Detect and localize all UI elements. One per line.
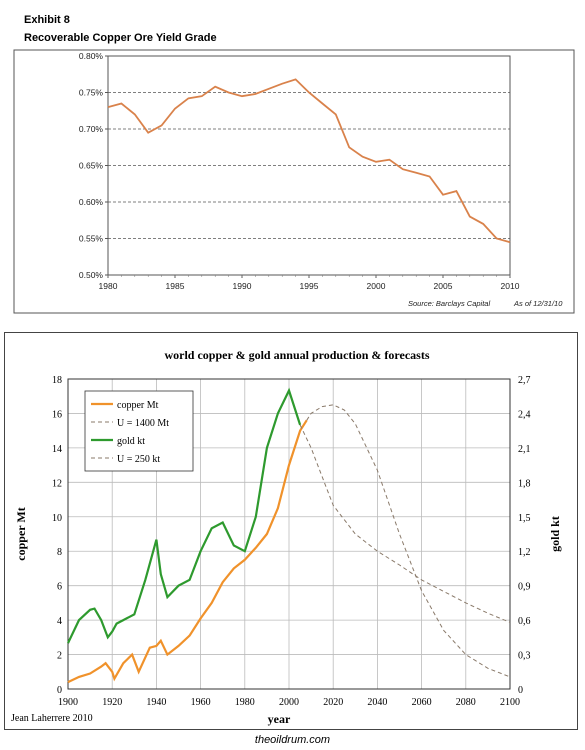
y2-axis-label: gold kt [548, 516, 562, 552]
y2-tick-label: 0,3 [518, 651, 531, 662]
copper-gold-production-panel: world copper & gold annual production & … [4, 332, 578, 730]
exhibit-8-panel: Exhibit 8 Recoverable Copper Ore Yield G… [4, 4, 578, 316]
series-line-2 [67, 387, 302, 644]
series-line-0 [67, 419, 308, 684]
legend-label-0: copper Mt [117, 400, 159, 411]
y-tick-label: 8 [57, 547, 62, 558]
copper-ore-grade-chart: 0.50% 0.55% 0.60% 0.65% 0.70% 0.75% 0.80% 1980 1… [13, 49, 575, 314]
x-tick-label: 2000 [367, 281, 386, 291]
x-tick-label: 1995 [300, 281, 319, 291]
chart-title: world copper & gold annual production & … [164, 348, 429, 362]
y-tick-label: 16 [52, 409, 62, 420]
x-tick-label: 1980 [99, 281, 118, 291]
y-tick-label: 0.60% [79, 197, 104, 207]
y-tick-label: 12 [52, 478, 62, 489]
y2-tick-label: 0,6 [518, 616, 531, 627]
x-axis-label: year [268, 712, 291, 726]
x-tick-label: 2020 [323, 697, 343, 708]
series-line-1 [306, 404, 511, 678]
y2-tick-label: 2,7 [518, 375, 531, 386]
y2-tick-label: 1,2 [518, 547, 531, 558]
y-tick-label: 0.70% [79, 124, 104, 134]
y2-tick-label: 2,1 [518, 444, 531, 455]
x-tick-label: 1940 [146, 697, 166, 708]
y-tick-label: 0.55% [79, 234, 104, 244]
y2-tick-label: 0 [518, 685, 523, 696]
author-credit: Jean Laherrere 2010 [11, 713, 93, 724]
x-tick-label: 1900 [58, 697, 78, 708]
legend-label-3: U = 250 kt [117, 454, 160, 465]
source-note: Source: Barclays Capital [408, 299, 490, 308]
y-tick-label: 10 [52, 513, 62, 524]
y-tick-label: 6 [57, 582, 62, 593]
x-tick-label: 1990 [233, 281, 252, 291]
y2-tick-label: 1,5 [518, 513, 531, 524]
y2-tick-label: 2,4 [518, 409, 531, 420]
legend-label-2: gold kt [117, 436, 145, 447]
x-tick-label: 1985 [166, 281, 185, 291]
copper-gold-production-chart: world copper & gold annual production & … [11, 348, 562, 726]
plot-area [67, 378, 511, 690]
x-tick-label: 1960 [191, 697, 211, 708]
y-tick-label: 0 [57, 685, 62, 696]
y-tick-label: 18 [52, 375, 62, 386]
ore-grade-line [107, 78, 511, 244]
x-tick-label: 2100 [500, 697, 520, 708]
x-tick-label: 2000 [279, 697, 299, 708]
series-line-3 [299, 424, 511, 623]
y-tick-label: 0.75% [79, 88, 104, 98]
site-credit: theoildrum.com [254, 734, 331, 746]
panel-border [13, 49, 575, 314]
y-tick-label: 0.80% [79, 51, 104, 61]
y-tick-label: 4 [57, 616, 62, 627]
x-tick-label: 1920 [102, 697, 122, 708]
legend-label-1: U = 1400 Mt [117, 418, 169, 429]
x-tick-label: 2060 [412, 697, 432, 708]
exhibit-number: Exhibit 8 [24, 14, 70, 26]
x-tick-label: 2080 [456, 697, 476, 708]
y-tick-label: 0.50% [79, 270, 104, 280]
y-tick-label: 0.65% [79, 161, 104, 171]
x-tick-label: 2040 [367, 697, 387, 708]
x-tick-label: 2010 [501, 281, 520, 291]
y-tick-label: 2 [57, 651, 62, 662]
x-tick-label: 1980 [235, 697, 255, 708]
as-of-note: As of 12/31/10 [513, 299, 563, 308]
y2-tick-label: 1,8 [518, 478, 531, 489]
chart-title: Recoverable Copper Ore Yield Grade [24, 32, 217, 44]
y-axis-label: copper Mt [14, 507, 28, 560]
y2-tick-label: 0,9 [518, 582, 531, 593]
y-tick-label: 14 [52, 444, 62, 455]
x-tick-label: 2005 [434, 281, 453, 291]
